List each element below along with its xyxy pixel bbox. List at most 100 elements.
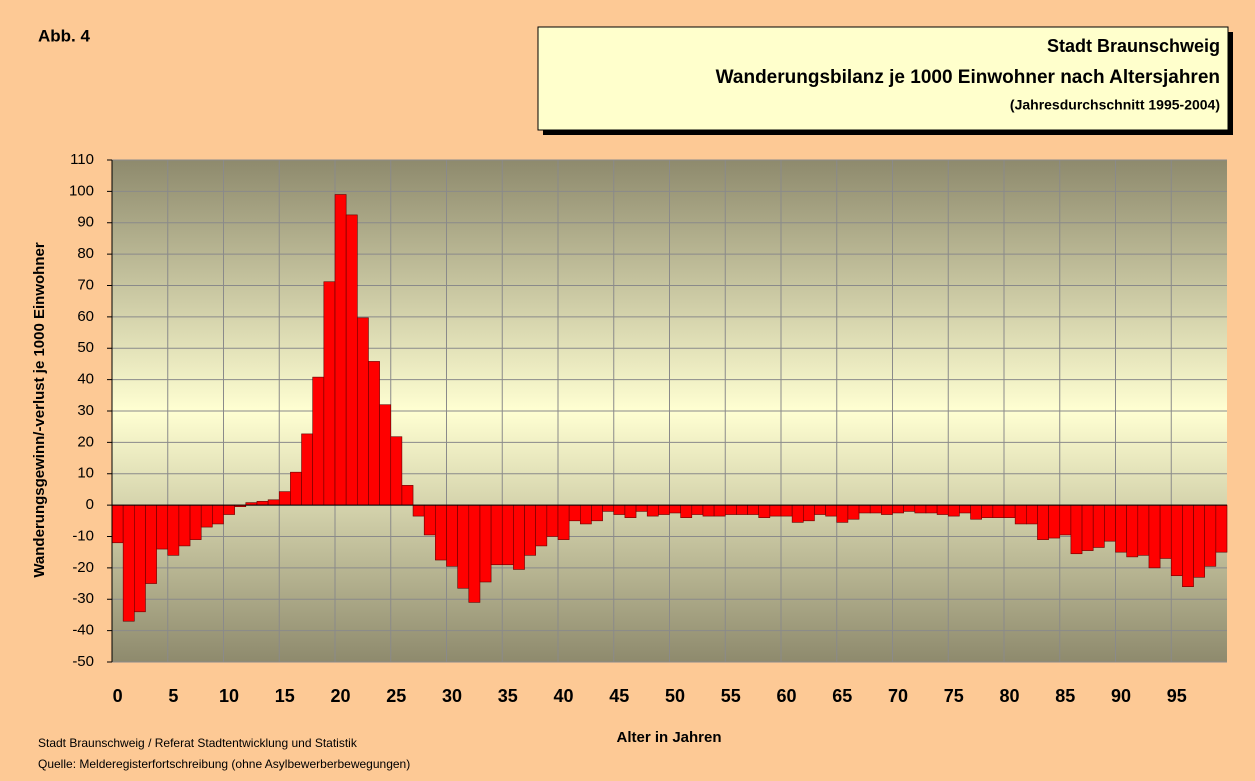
y-axis-label: Wanderungsgewinn/-verlust je 1000 Einwoh… (31, 242, 48, 578)
x-tick-label: 45 (609, 686, 629, 706)
y-tick-label: -10 (72, 527, 94, 544)
bar (724, 504, 737, 515)
bar (267, 499, 280, 506)
bar (914, 504, 927, 514)
bar (412, 504, 425, 517)
chart-note: (Jahresdurchschnitt 1995-2004) (1010, 97, 1220, 113)
y-tick-label: -20 (72, 559, 94, 576)
bar (390, 436, 403, 506)
x-tick-label: 55 (721, 686, 741, 706)
bar (1159, 504, 1172, 559)
y-tick-label: 30 (77, 402, 94, 419)
bar (1137, 504, 1150, 556)
x-tick-label: 0 (113, 686, 123, 706)
bar (624, 504, 637, 518)
y-tick-label: 80 (77, 245, 94, 262)
x-tick-label: 35 (498, 686, 518, 706)
x-tick-label: 15 (275, 686, 295, 706)
x-tick-label: 90 (1111, 686, 1131, 706)
bar (881, 504, 893, 515)
bar (713, 504, 726, 517)
y-tick-label: 10 (77, 465, 94, 482)
y-tick-label: 100 (69, 182, 94, 199)
bar (658, 504, 670, 515)
bar (992, 504, 1005, 518)
bar (524, 504, 536, 556)
bar (1081, 504, 1094, 551)
bar (379, 404, 392, 506)
chart-subtitle: Wanderungsbilanz je 1000 Einwohner nach … (716, 67, 1220, 88)
bar (981, 504, 994, 518)
bar (290, 471, 302, 506)
y-tick-label: 40 (77, 371, 94, 388)
x-tick-label: 5 (168, 686, 178, 706)
bar (167, 504, 180, 556)
bar (490, 504, 503, 566)
bar (635, 504, 648, 512)
bar (546, 504, 559, 537)
bar (156, 504, 169, 550)
x-tick-label: 70 (888, 686, 908, 706)
bar (1059, 504, 1072, 536)
bar (278, 491, 291, 506)
bar (579, 504, 592, 525)
bar (1070, 504, 1083, 555)
source-line: Stadt Braunschweig / Referat Stadtentwic… (38, 736, 358, 750)
bar (669, 504, 681, 514)
bar (1115, 504, 1127, 553)
bar (959, 504, 971, 514)
x-tick-label: 85 (1055, 686, 1075, 706)
bar (312, 376, 325, 506)
bar (736, 504, 748, 515)
bar (1182, 504, 1194, 587)
x-axis-label: Alter in Jahren (616, 729, 721, 746)
x-tick-label: 20 (331, 686, 351, 706)
bar (401, 485, 414, 506)
bar (501, 504, 514, 566)
bar (200, 504, 213, 528)
y-tick-label: 90 (77, 214, 94, 231)
bar (892, 504, 904, 514)
bar (189, 504, 202, 540)
bar (1026, 504, 1038, 525)
bar (1148, 504, 1161, 569)
bar (535, 504, 548, 547)
x-tick-label: 50 (665, 686, 685, 706)
bar (769, 504, 782, 517)
bar (802, 504, 815, 522)
bar (334, 194, 347, 506)
x-tick-label: 25 (386, 686, 406, 706)
title-box (537, 26, 1229, 131)
bar (446, 504, 458, 567)
bar (591, 504, 603, 522)
bar (903, 504, 916, 512)
bar (1170, 504, 1183, 577)
bar (178, 504, 191, 547)
bar (468, 504, 481, 603)
x-tick-label: 75 (944, 686, 964, 706)
bar (691, 504, 704, 515)
bar (646, 504, 659, 517)
bar (323, 281, 336, 506)
bar (301, 433, 313, 506)
bar (356, 317, 369, 506)
bar (223, 504, 235, 515)
bar (1126, 504, 1139, 558)
bar (1037, 504, 1049, 540)
bar (858, 504, 871, 514)
bar (1215, 504, 1228, 553)
bar (791, 504, 804, 523)
bar (122, 504, 135, 622)
bar (758, 504, 771, 518)
x-tick-label: 65 (832, 686, 852, 706)
y-tick-label: 50 (77, 339, 94, 356)
bar (847, 504, 860, 520)
bar (145, 504, 157, 584)
bar (345, 214, 358, 506)
bar (869, 504, 882, 514)
bar (825, 504, 838, 517)
bar (1104, 504, 1116, 542)
bar (557, 504, 570, 540)
bar (1092, 504, 1105, 548)
